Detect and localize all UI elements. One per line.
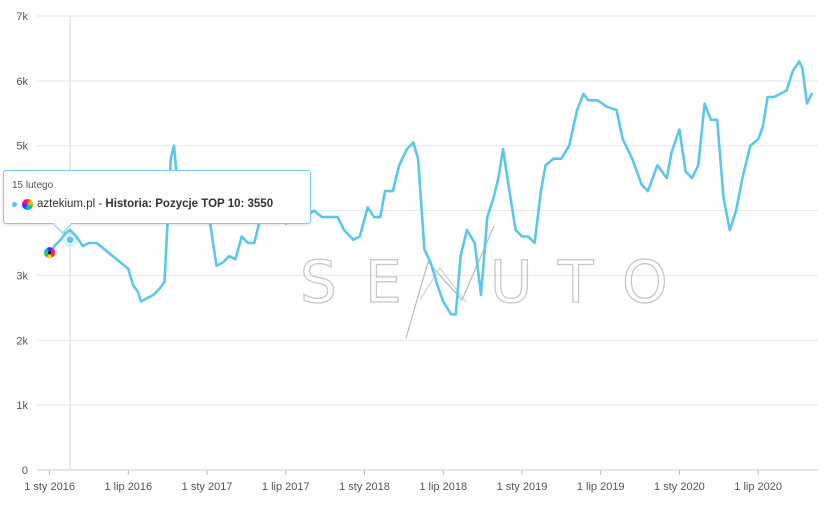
tooltip-row: aztekium.pl - Historia: Pozycje TOP 10: … (12, 198, 273, 210)
tooltip-site: aztekium.pl (37, 198, 96, 210)
x-tick-label: 1 sty 2016 (24, 481, 75, 493)
x-tick-label: 1 sty 2019 (497, 481, 548, 493)
y-tick-label: 1k (16, 400, 28, 412)
watermark-letter: T (557, 248, 594, 316)
x-tick-label: 1 lip 2018 (419, 481, 467, 493)
watermark-letter: S (300, 248, 337, 316)
x-tick-label: 1 sty 2017 (182, 481, 233, 493)
series-dot-icon (12, 201, 17, 207)
chart-tooltip: 15 lutego aztekium.pl - Historia: Pozycj… (3, 170, 311, 234)
x-tick-label: 1 lip 2020 (734, 481, 782, 493)
watermark-letter: E (365, 248, 402, 316)
x-tick-label: 1 sty 2020 (654, 481, 705, 493)
start-marker-slice (44, 247, 50, 253)
highlight-point (65, 235, 75, 245)
y-tick-label: 7k (16, 11, 28, 23)
site-favicon-icon (22, 198, 33, 210)
tooltip-date: 15 lutego (12, 180, 54, 191)
x-axis-labels: 1 sty 2016 1 lip 2016 1 sty 2017 1 lip 2017… (24, 481, 782, 493)
x-tick-label: 1 lip 2017 (262, 481, 310, 493)
point-markers (44, 232, 78, 259)
x-axis-ticks (49, 470, 759, 475)
start-marker-slice (46, 252, 53, 259)
tooltip-series-value: Historia: Pozycje TOP 10: 3550 (105, 198, 274, 210)
y-tick-label: 2k (16, 335, 28, 347)
watermark-letter: U (490, 248, 532, 316)
x-tick-label: 1 lip 2019 (577, 481, 625, 493)
series-line (48, 60, 813, 316)
y-tick-label: 5k (16, 141, 28, 153)
y-gridlines (37, 15, 818, 471)
y-tick-label: 0 (22, 465, 28, 477)
x-tick-label: 1 sty 2018 (339, 481, 390, 493)
start-marker-slice (44, 252, 50, 258)
y-tick-label: 6k (16, 76, 28, 88)
y-tick-label: 3k (16, 270, 28, 282)
y-axis-labels: 01k2k3k4k5k6k7k (16, 11, 28, 477)
start-marker-slice (49, 247, 56, 253)
start-marker-center (47, 251, 52, 255)
watermark-letter: O (622, 248, 668, 316)
start-marker-slice (46, 247, 53, 253)
tooltip-separator: - (95, 198, 106, 210)
series-layer (48, 60, 813, 316)
x-tick-label: 1 lip 2016 (104, 481, 152, 493)
start-marker-slice (49, 252, 56, 258)
